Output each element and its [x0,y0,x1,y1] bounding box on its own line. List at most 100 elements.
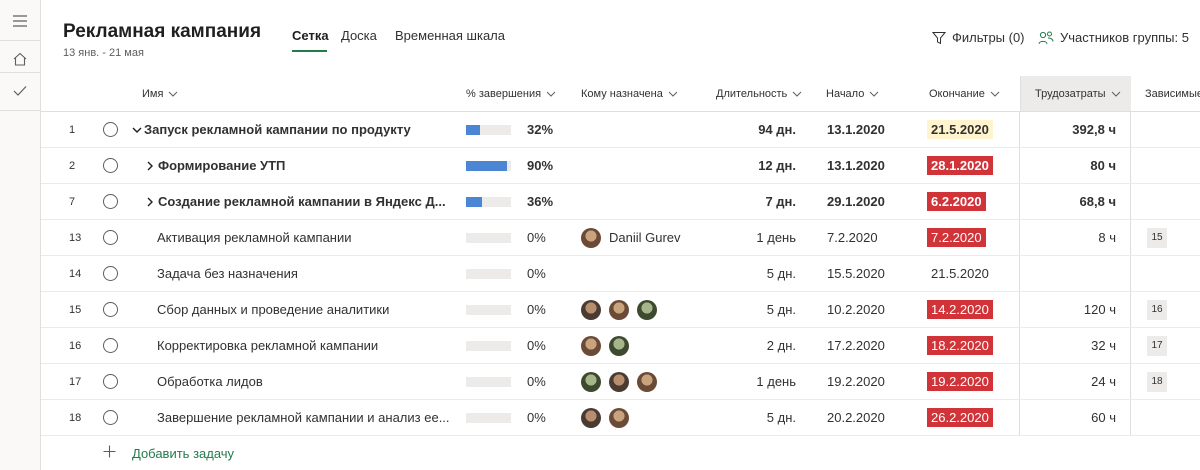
avatar[interactable] [581,371,601,392]
dependency-badge[interactable]: 15 [1147,220,1167,255]
col-header-dependencies[interactable]: Зависимые [1145,88,1200,100]
assignees[interactable]: Daniil Gurev [581,220,681,255]
duration[interactable]: 1 день [756,230,796,245]
task-row[interactable]: 17 Обработка лидов 0% 1 день 19.2.2020 19.2.2… [41,364,1200,400]
effort[interactable]: 8 ч [1098,230,1116,245]
effort[interactable]: 392,8 ч [1072,122,1116,137]
dependency-badge[interactable]: 18 [1147,364,1167,399]
finish-date[interactable]: 21.5.2020 [931,266,989,281]
chevron-right-icon[interactable] [147,148,153,183]
start-date[interactable]: 20.2.2020 [827,410,885,425]
avatar[interactable] [581,227,601,248]
complete-task-checkbox[interactable] [103,400,118,435]
avatar[interactable] [581,407,601,428]
hamburger-icon[interactable] [0,2,40,40]
task-name[interactable]: Формирование УТП [158,158,286,173]
effort[interactable] [1021,256,1116,291]
add-task-row[interactable]: Добавить задачу [41,436,234,470]
finish-date[interactable]: 26.2.2020 [927,400,993,435]
duration[interactable]: 7 дн. [765,194,796,209]
col-header-name[interactable]: Имя [142,76,178,112]
col-header-assigned[interactable]: Кому назначена [581,76,678,112]
chevron-down-icon[interactable] [132,112,142,147]
task-name[interactable]: Создание рекламной кампании в Яндекс Д..… [158,194,446,209]
task-row[interactable]: 14 Задача без назначения 0% 5 дн. 15.5.2020 2… [41,256,1200,292]
avatar[interactable] [609,371,629,392]
start-date[interactable]: 15.5.2020 [827,266,885,281]
task-row[interactable]: 15 Сбор данных и проведение аналитики 0% 5 … [41,292,1200,328]
effort[interactable]: 80 ч [1090,158,1116,173]
effort[interactable]: 120 ч [1083,302,1116,317]
finish-date[interactable]: 14.2.2020 [927,292,993,327]
complete-task-checkbox[interactable] [103,256,118,291]
complete-task-checkbox[interactable] [103,220,118,255]
complete-task-checkbox[interactable] [103,292,118,327]
assignees[interactable] [581,292,665,327]
start-date[interactable]: 13.1.2020 [827,122,885,137]
start-date[interactable]: 17.2.2020 [827,338,885,353]
dependency-badge[interactable]: 17 [1147,328,1167,363]
col-header-duration[interactable]: Длительность [716,76,802,112]
start-date[interactable]: 19.2.2020 [827,374,885,389]
check-icon[interactable] [0,72,40,110]
duration[interactable]: 1 день [756,374,796,389]
tab-board[interactable]: Доска [341,28,377,43]
duration[interactable]: 94 дн. [758,122,796,137]
task-name[interactable]: Обработка лидов [157,374,263,389]
avatar[interactable] [637,371,657,392]
start-date[interactable]: 13.1.2020 [827,158,885,173]
complete-task-checkbox[interactable] [103,364,118,399]
task-row[interactable]: 18 Завершение рекламной кампании и анализ… [41,400,1200,436]
home-icon[interactable] [0,40,40,78]
assignees[interactable] [581,400,637,435]
group-members-button[interactable]: Участников группы: 5 [1038,30,1189,45]
task-name[interactable]: Запуск рекламной кампании по продукту [144,122,411,137]
col-header-finish[interactable]: Окончание [929,76,1000,112]
avatar[interactable] [581,335,601,356]
complete-task-checkbox[interactable] [103,328,118,363]
task-row[interactable]: 1 Запуск рекламной кампании по продукту 32… [41,112,1200,148]
assignees[interactable] [581,328,637,363]
task-name[interactable]: Задача без назначения [157,266,298,281]
assignees[interactable] [581,364,665,399]
effort[interactable]: 60 ч [1091,410,1116,425]
chevron-right-icon[interactable] [147,184,153,219]
col-header-effort[interactable]: Трудозатраты [1020,76,1131,112]
effort[interactable]: 68,8 ч [1079,194,1116,209]
effort[interactable]: 24 ч [1091,374,1116,389]
start-date[interactable]: 10.2.2020 [827,302,885,317]
duration[interactable]: 5 дн. [766,302,796,317]
avatar[interactable] [609,299,629,320]
duration[interactable]: 5 дн. [766,410,796,425]
task-row[interactable]: 13 Активация рекламной кампании 0% Daniil G… [41,220,1200,256]
avatar[interactable] [609,335,629,356]
finish-date[interactable]: 18.2.2020 [927,328,993,363]
duration[interactable]: 12 дн. [758,158,796,173]
finish-date[interactable]: 7.2.2020 [927,220,986,255]
complete-task-checkbox[interactable] [103,184,118,219]
task-row[interactable]: 16 Корректировка рекламной кампании 0% 2 дн… [41,328,1200,364]
task-name[interactable]: Сбор данных и проведение аналитики [157,302,390,317]
tab-grid[interactable]: Сетка [292,28,329,43]
complete-task-checkbox[interactable] [103,112,118,147]
filters-button[interactable]: Фильтры (0) [932,30,1025,45]
finish-date[interactable]: 6.2.2020 [927,184,986,219]
avatar[interactable] [581,299,601,320]
task-name[interactable]: Корректировка рекламной кампании [157,338,379,353]
duration[interactable]: 5 дн. [766,266,796,281]
col-header-completion[interactable]: % завершения [466,76,556,112]
task-name[interactable]: Активация рекламной кампании [157,230,352,245]
finish-date[interactable]: 28.1.2020 [927,148,993,183]
avatar[interactable] [637,299,657,320]
col-header-start[interactable]: Начало [826,76,879,112]
start-date[interactable]: 29.1.2020 [827,194,885,209]
complete-task-checkbox[interactable] [103,148,118,183]
finish-date[interactable]: 19.2.2020 [927,364,993,399]
task-name[interactable]: Завершение рекламной кампании и анализ е… [157,410,450,425]
finish-date[interactable]: 21.5.2020 [927,112,993,147]
dependency-badge[interactable]: 16 [1147,292,1167,327]
task-row[interactable]: 2 Формирование УТП 90% 12 дн. 13.1.2020 28.1.… [41,148,1200,184]
tab-timeline[interactable]: Временная шкала [395,28,505,43]
avatar[interactable] [609,407,629,428]
task-row[interactable]: 7 Создание рекламной кампании в Яндекс Д.… [41,184,1200,220]
